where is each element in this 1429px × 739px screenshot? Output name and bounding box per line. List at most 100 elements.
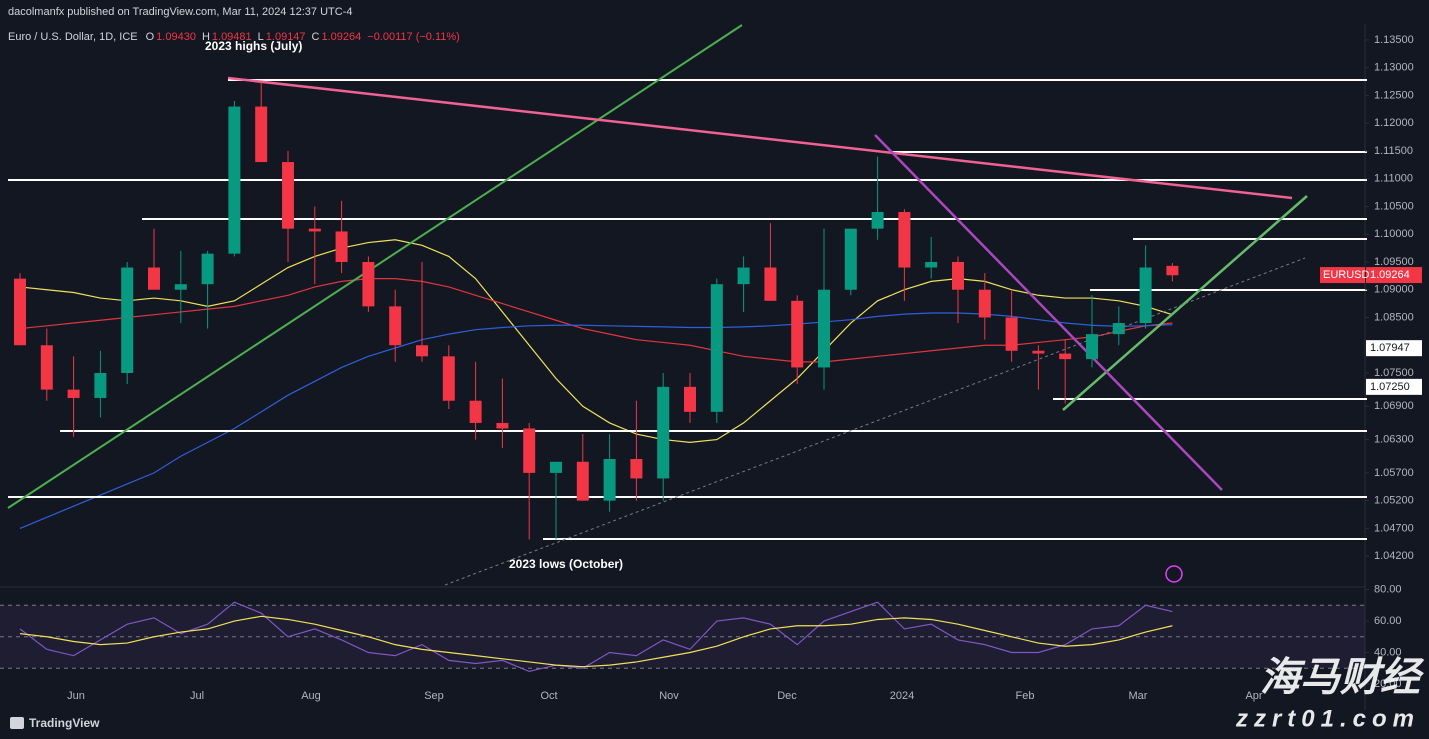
rsi-tick-label: 40.00 bbox=[1374, 646, 1402, 658]
candle-body bbox=[94, 372, 107, 398]
last-price-label: 1.09264 bbox=[1370, 269, 1410, 281]
candle-body bbox=[362, 261, 375, 307]
moving-average bbox=[19, 278, 1173, 363]
candle-body bbox=[148, 267, 160, 290]
bottom-bar bbox=[0, 710, 1429, 739]
candle-body bbox=[442, 356, 455, 401]
candle-body bbox=[14, 278, 26, 346]
rsi-ma-line bbox=[19, 615, 1173, 668]
legend-text: L bbox=[258, 31, 264, 43]
brand-logo bbox=[10, 717, 24, 729]
x-tick-label: Oct bbox=[540, 690, 557, 702]
y-tick-label: 1.10000 bbox=[1374, 228, 1414, 240]
candle-body bbox=[898, 212, 911, 268]
candle-body bbox=[978, 289, 991, 318]
candle-body bbox=[523, 428, 536, 473]
price-tag bbox=[1366, 340, 1422, 357]
candle-body bbox=[1166, 265, 1179, 276]
y-tick-label: 1.05200 bbox=[1374, 495, 1414, 507]
alert-icon[interactable] bbox=[1165, 565, 1183, 583]
legend: Euro / U.S. Dollar, 1D, ICE O 1.09430 H 1.09… bbox=[8, 31, 460, 43]
trend-line bbox=[1062, 195, 1308, 411]
candle-body bbox=[603, 459, 616, 501]
x-tick-label: Jun bbox=[67, 690, 85, 702]
rsi-line bbox=[19, 601, 1173, 673]
candle-body bbox=[630, 459, 643, 479]
y-tick-label: 1.11000 bbox=[1374, 173, 1413, 185]
x-tick-label: Nov bbox=[659, 690, 679, 702]
candle-body bbox=[282, 162, 294, 229]
annotation: 2023 highs (July) bbox=[205, 39, 302, 53]
rsi-tick-label: 60.00 bbox=[1374, 615, 1402, 627]
y-tick-label: 1.09000 bbox=[1374, 284, 1414, 296]
candle-body bbox=[844, 228, 857, 290]
legend-text: H bbox=[202, 31, 210, 43]
symbol-tag bbox=[1320, 267, 1365, 284]
candle-body bbox=[550, 461, 562, 473]
trend-line bbox=[7, 24, 743, 509]
candle-body bbox=[67, 389, 80, 398]
top-bar bbox=[0, 0, 1429, 24]
legend-text: O bbox=[146, 31, 155, 43]
annotation: 2023 lows (October) bbox=[509, 557, 623, 571]
x-tick-label: Sep bbox=[424, 690, 444, 702]
price-tag bbox=[1366, 378, 1422, 395]
y-tick-label: 1.10500 bbox=[1374, 200, 1414, 212]
y-tick-label: 1.11500 bbox=[1374, 145, 1413, 157]
y-tick-label: 1.13000 bbox=[1374, 62, 1414, 74]
candle-body bbox=[1139, 267, 1152, 324]
y-tick-label: 1.04200 bbox=[1374, 550, 1414, 562]
candle-body bbox=[871, 212, 884, 229]
candle-body bbox=[308, 228, 321, 232]
legend-text: C bbox=[312, 31, 320, 43]
candle-body bbox=[121, 267, 134, 373]
x-tick-label: Dec bbox=[777, 690, 797, 702]
x-tick-label: Apr bbox=[1245, 690, 1262, 702]
candle-body bbox=[389, 306, 402, 346]
candle-body bbox=[335, 231, 348, 262]
candle-body bbox=[737, 267, 750, 285]
candle-body bbox=[952, 261, 964, 290]
rsi-tick-label: 80.00 bbox=[1374, 583, 1402, 595]
candle-body bbox=[1059, 353, 1072, 360]
y-tick-label: 1.05700 bbox=[1374, 467, 1414, 479]
x-tick-label: 2024 bbox=[890, 690, 914, 702]
publisher: dacolmanfx published on TradingView.com,… bbox=[8, 6, 352, 18]
candle-body bbox=[201, 253, 214, 285]
y-tick-label: 1.04700 bbox=[1374, 522, 1414, 534]
candle-body bbox=[576, 461, 589, 501]
trend-line bbox=[227, 76, 1293, 200]
x-tick-label: Feb bbox=[1016, 690, 1035, 702]
y-tick-label: 1.12500 bbox=[1374, 89, 1414, 101]
x-tick-label: Aug bbox=[301, 690, 321, 702]
moving-average bbox=[19, 239, 1173, 443]
legend-text: −0.00117 (−0.11%) bbox=[367, 31, 460, 43]
price-tag-label: 1.07250 bbox=[1370, 381, 1410, 393]
candle-body bbox=[1032, 350, 1045, 354]
y-tick-label: 1.07500 bbox=[1374, 367, 1414, 379]
rsi-tick-label: 20.00 bbox=[1374, 678, 1402, 690]
legend-text: 1.09264 bbox=[322, 31, 362, 43]
candle-body bbox=[764, 267, 777, 301]
candle-body bbox=[818, 289, 830, 368]
candle-body bbox=[174, 284, 187, 290]
y-tick-label: 1.06900 bbox=[1374, 400, 1414, 412]
candle-body bbox=[255, 106, 268, 163]
candle-body bbox=[684, 386, 696, 412]
candle-body bbox=[791, 300, 804, 368]
candle-body bbox=[469, 400, 482, 423]
watermark-site: zzrt01.com bbox=[1235, 705, 1420, 732]
legend-text: 1.09481 bbox=[212, 31, 252, 43]
legend-text: Euro / U.S. Dollar, 1D, ICE bbox=[8, 31, 138, 43]
symbol-label: EURUSD bbox=[1323, 269, 1370, 281]
y-tick-label: 1.09500 bbox=[1374, 256, 1414, 268]
candle-body bbox=[710, 284, 723, 412]
trend-line bbox=[874, 134, 1223, 491]
y-tick-label: 1.06300 bbox=[1374, 433, 1414, 445]
candle-body bbox=[40, 345, 53, 390]
candle-body bbox=[657, 386, 670, 479]
watermark-title: 海马财经 bbox=[1260, 656, 1425, 700]
legend-text: 1.09147 bbox=[266, 31, 306, 43]
